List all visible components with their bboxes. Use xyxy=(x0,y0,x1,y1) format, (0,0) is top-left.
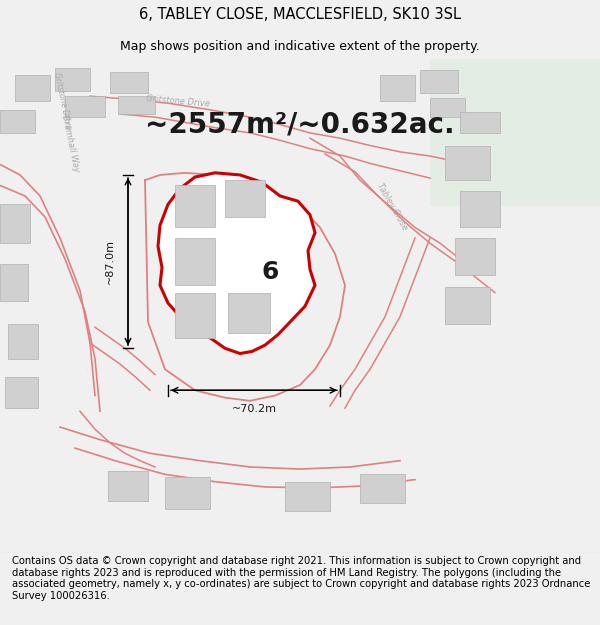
Polygon shape xyxy=(8,324,38,359)
Polygon shape xyxy=(445,288,490,324)
Polygon shape xyxy=(430,98,465,117)
Polygon shape xyxy=(15,75,50,101)
Text: 6, TABLEY CLOSE, MACCLESFIELD, SK10 3SL: 6, TABLEY CLOSE, MACCLESFIELD, SK10 3SL xyxy=(139,8,461,22)
Text: ~2557m²/~0.632ac.: ~2557m²/~0.632ac. xyxy=(145,111,455,139)
Polygon shape xyxy=(158,173,315,354)
Polygon shape xyxy=(460,191,500,228)
Polygon shape xyxy=(110,72,148,93)
Polygon shape xyxy=(118,96,155,114)
Polygon shape xyxy=(55,68,90,91)
Polygon shape xyxy=(380,75,415,101)
Polygon shape xyxy=(360,474,405,502)
Text: Bramhall Way: Bramhall Way xyxy=(59,114,80,172)
Polygon shape xyxy=(430,59,600,206)
Polygon shape xyxy=(175,292,215,338)
Polygon shape xyxy=(455,238,495,275)
Text: ~87.0m: ~87.0m xyxy=(105,239,115,284)
Polygon shape xyxy=(225,180,265,217)
Text: ~70.2m: ~70.2m xyxy=(232,404,277,414)
Text: Tabley Close: Tabley Close xyxy=(375,181,409,231)
Polygon shape xyxy=(108,471,148,501)
Polygon shape xyxy=(175,238,215,285)
Polygon shape xyxy=(420,70,458,93)
Polygon shape xyxy=(0,264,28,301)
Polygon shape xyxy=(165,478,210,509)
Polygon shape xyxy=(285,482,330,511)
Polygon shape xyxy=(228,292,270,332)
Text: Gritstone Drive: Gritstone Drive xyxy=(146,94,210,109)
Polygon shape xyxy=(65,96,105,117)
Polygon shape xyxy=(445,146,490,180)
Text: Map shows position and indicative extent of the property.: Map shows position and indicative extent… xyxy=(120,40,480,52)
Text: Gritstone Drive: Gritstone Drive xyxy=(52,72,73,131)
Polygon shape xyxy=(460,112,500,133)
Text: Contains OS data © Crown copyright and database right 2021. This information is : Contains OS data © Crown copyright and d… xyxy=(12,556,590,601)
Text: 6: 6 xyxy=(262,259,278,284)
Polygon shape xyxy=(0,204,30,243)
Polygon shape xyxy=(175,186,215,228)
Polygon shape xyxy=(5,377,38,408)
Polygon shape xyxy=(0,110,35,133)
